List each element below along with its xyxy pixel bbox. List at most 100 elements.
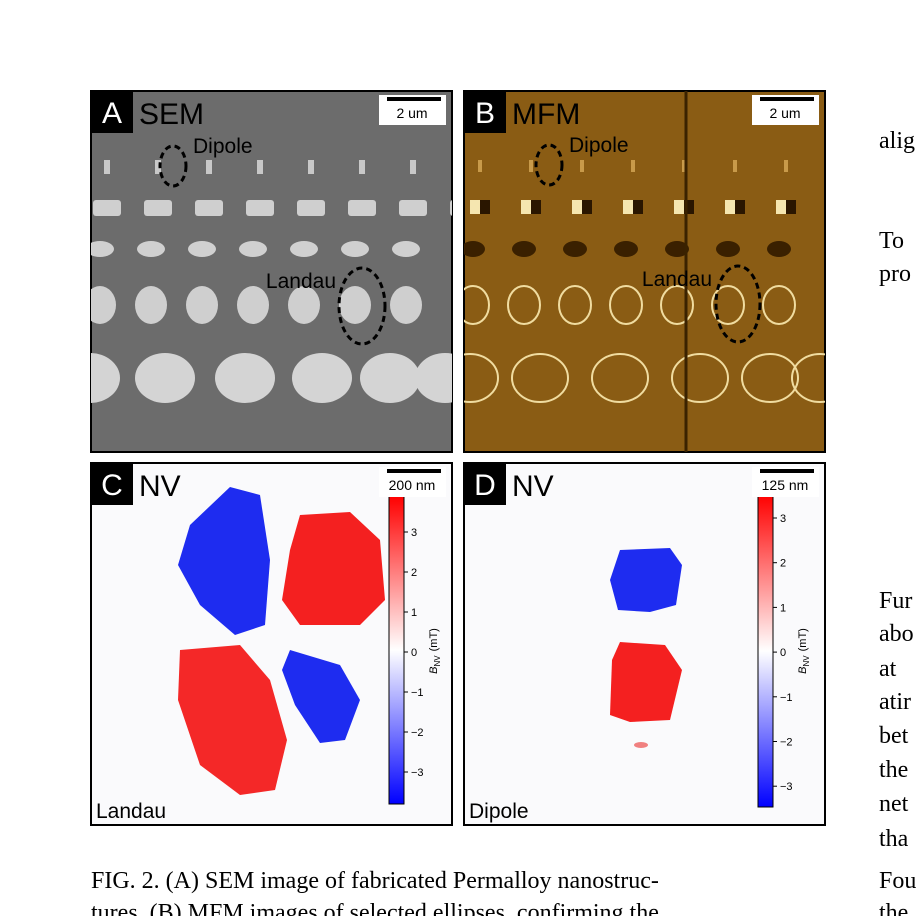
domain [507,285,541,325]
colorbar-unit: (mT) [428,628,440,651]
structure [341,241,369,257]
annotation-ring [337,266,387,346]
domain [837,200,847,214]
structure [135,286,167,324]
side-text-line: atir [879,689,911,715]
colorbar-tick-label: −1 [411,687,424,699]
sem-structures [91,160,452,403]
domain [572,200,582,214]
colorbar-tick-label: 1 [780,602,786,614]
domain [660,285,694,325]
field-lobe [178,487,270,635]
structure [206,160,212,174]
letter-box [91,463,133,505]
structure [91,353,120,403]
colorbar-tick-label: −3 [780,781,793,793]
structure [137,241,165,257]
structure [155,160,161,174]
domain [786,200,796,214]
structure [188,241,216,257]
structure [359,160,365,174]
annotation-ring [714,264,762,344]
structure [186,286,218,324]
side-text-line: Fur [879,588,912,614]
colorbar-tick-label: 0 [411,647,417,659]
structure [392,241,420,257]
letter-box [91,91,133,133]
panel-title: NV [512,470,554,503]
structure [308,160,314,174]
domain [521,200,531,214]
field-lobe [178,645,287,795]
structure [360,353,420,403]
field-lobe [282,512,385,625]
structure [450,200,452,216]
domain [529,160,533,172]
structure [246,200,274,216]
colorbar-tick-label: 2 [411,567,417,579]
side-text-line: alig [879,128,915,154]
structure [290,241,318,257]
colorbar-tick-label: −2 [780,737,793,749]
domain [684,200,694,214]
domain [733,160,737,172]
domain [609,285,643,325]
structure [195,200,223,216]
structure [288,286,320,324]
colorbar [388,495,405,805]
domain [725,200,735,214]
domain [580,160,584,172]
domain [735,200,745,214]
domain [563,241,587,257]
domain [791,353,825,403]
domain [784,160,788,172]
annotation: Dipole [193,135,253,158]
domain [835,160,839,172]
panel-title: MFM [512,98,580,131]
structure [390,286,422,324]
scale-label: 2 um [396,105,427,121]
domain [582,200,592,214]
domain [478,160,482,172]
annotation: Landau [266,270,336,293]
panel-title: SEM [139,98,204,131]
domain [464,353,499,403]
domain [464,241,485,257]
domain [470,200,480,214]
annotation-ring [158,144,188,188]
colorbar-tick-label: 2 [780,558,786,570]
field-lobe [610,548,682,612]
colorbar-unit: (mT) [797,628,809,651]
structure [257,160,263,174]
structure [399,200,427,216]
colorbar-symbol: B [797,667,809,674]
domain [623,200,633,214]
structure [104,160,110,174]
domain [531,200,541,214]
structure [297,200,325,216]
colorbar-tick-label: −2 [411,727,424,739]
structure [348,200,376,216]
structure [144,200,172,216]
structure [135,353,195,403]
side-text-line: tha [879,826,909,852]
domain [711,285,745,325]
structure [415,353,452,403]
panel-letter: D [474,469,496,502]
corner-label: Dipole [469,800,529,823]
side-text-line: To [879,228,904,254]
structure [215,353,275,403]
side-text-line: bet [879,723,909,749]
colorbar-tick-label: 0 [780,647,786,659]
domain [558,285,592,325]
field-lobe [282,650,360,743]
colorbar-symbol: B [428,667,440,674]
mfm-image [463,90,826,453]
colorbar-tick-label: 1 [411,607,417,619]
side-text-line: pro [879,261,911,287]
structure [339,286,371,324]
colorbar-subscript: NV [802,655,811,667]
side-text-line: the [879,900,908,916]
